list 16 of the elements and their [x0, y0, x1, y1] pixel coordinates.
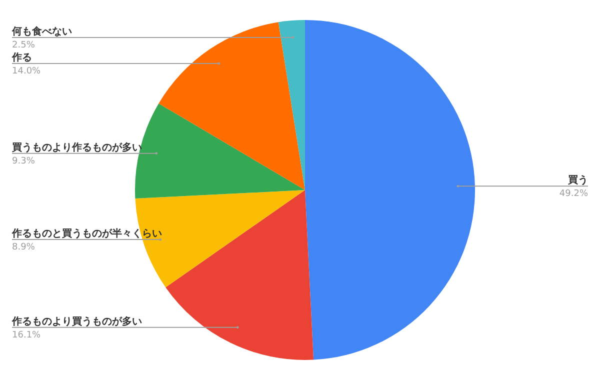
pie-slice	[305, 20, 475, 360]
pie-slice	[166, 190, 314, 360]
slice-label: 買う	[567, 175, 588, 186]
slice-label: 作る	[11, 51, 32, 64]
data-label: 9.3%	[12, 156, 36, 166]
slice-label: 何も食べない	[11, 25, 72, 38]
data-label: 49.2%	[559, 189, 588, 200]
pie-slice	[135, 190, 305, 288]
data-label: 16.1%	[12, 330, 42, 340]
slice-label: 作るものと買うものが半々くらい	[11, 228, 162, 240]
data-label: 14.0%	[12, 66, 42, 76]
data-label: 8.9%	[12, 242, 36, 253]
pie-slice	[158, 22, 305, 190]
pie-slice	[278, 20, 305, 190]
slice-label: 作るものより買うものが多い	[11, 315, 142, 328]
data-label: 2.5%	[12, 40, 36, 50]
